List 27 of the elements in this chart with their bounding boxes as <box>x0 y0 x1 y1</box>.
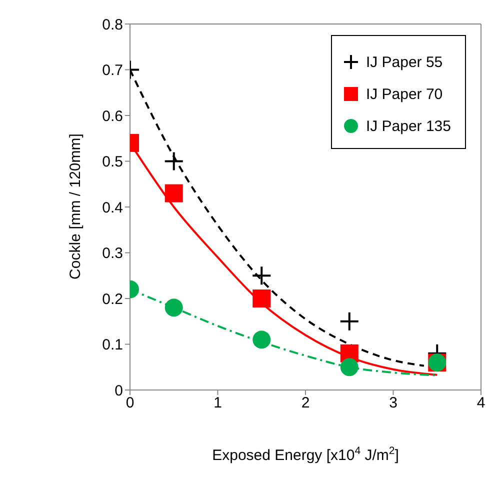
y-tick-label: 0.4 <box>102 199 123 216</box>
y-tick-label: 0.3 <box>102 245 123 262</box>
y-tick-label: 0.2 <box>102 290 123 308</box>
y-axis-title: Cockle [mm / 120mm] <box>67 134 84 280</box>
y-tick-label: 0 <box>114 382 123 400</box>
point <box>164 298 183 317</box>
y-tick-label: 0.6 <box>102 108 123 125</box>
legend-label: IJ Paper 135 <box>366 118 451 134</box>
legend-label: IJ Paper 70 <box>366 86 443 102</box>
y-tick-label: 0.1 <box>102 336 123 354</box>
x-tick-label: 2 <box>301 394 310 412</box>
y-tick-label: 0.8 <box>102 16 123 34</box>
x-tick-label: 4 <box>476 394 486 412</box>
x-axis-title: Exposed Energy [x10$^{4}$ J/m$^{2}$] <box>212 445 399 464</box>
point <box>164 151 184 172</box>
point <box>340 358 358 376</box>
x-tick-label: 1 <box>214 394 222 412</box>
x-tick-label: 0 <box>126 394 134 412</box>
point <box>164 184 183 202</box>
legend-label: IJ Paper 55 <box>366 54 443 70</box>
point <box>252 330 271 349</box>
y-tick-label: 0.5 <box>102 154 123 171</box>
point <box>339 311 360 332</box>
point <box>252 290 271 308</box>
y-tick-label: 0.7 <box>102 62 123 80</box>
point <box>252 266 272 286</box>
x-tick-label: 3 <box>389 394 398 412</box>
